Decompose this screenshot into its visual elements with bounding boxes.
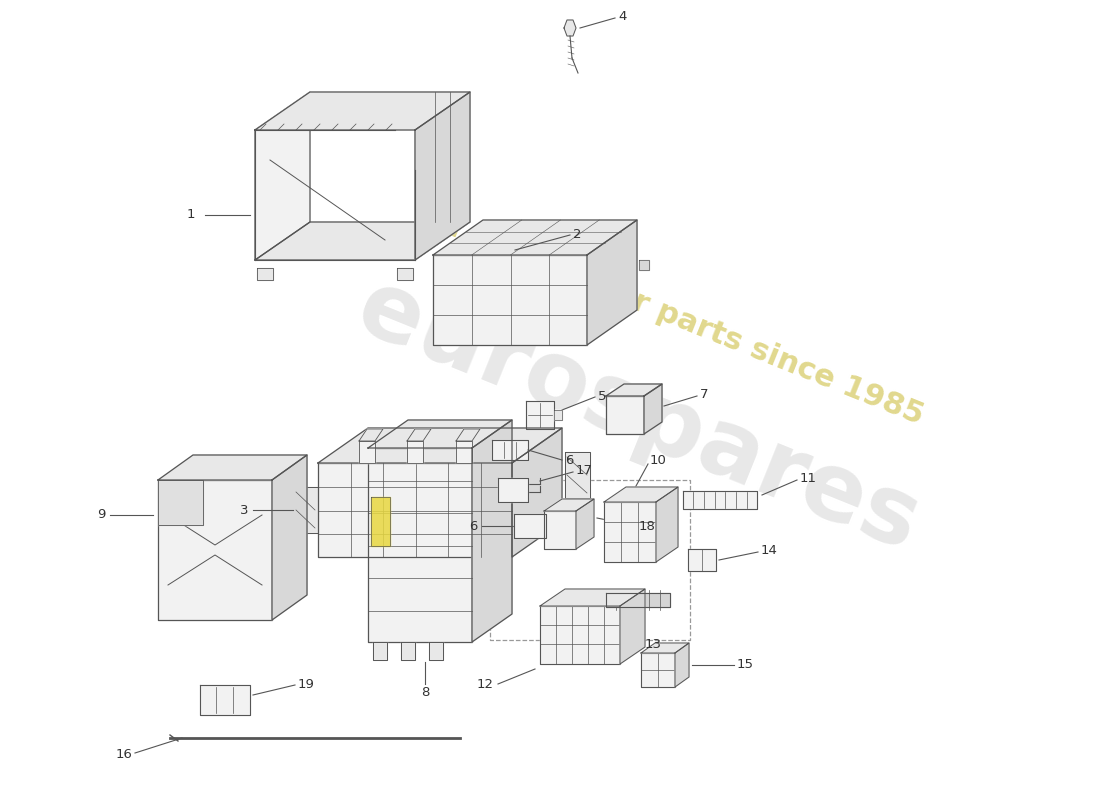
Polygon shape: [512, 428, 562, 557]
Text: 1: 1: [187, 209, 195, 222]
Text: 6: 6: [565, 454, 573, 467]
Polygon shape: [158, 455, 307, 480]
Polygon shape: [554, 410, 562, 420]
Polygon shape: [644, 384, 662, 434]
Polygon shape: [318, 428, 562, 463]
Text: 5: 5: [598, 390, 606, 402]
Polygon shape: [604, 502, 656, 562]
Text: 17: 17: [576, 465, 593, 478]
Polygon shape: [656, 487, 678, 562]
Polygon shape: [526, 401, 554, 429]
Text: 19: 19: [298, 678, 315, 690]
Polygon shape: [683, 491, 757, 509]
Polygon shape: [433, 255, 587, 345]
Polygon shape: [564, 20, 576, 36]
Text: 8: 8: [421, 686, 429, 698]
Text: 2: 2: [573, 227, 582, 241]
Text: a passion for parts since 1985: a passion for parts since 1985: [436, 210, 928, 430]
Polygon shape: [158, 480, 272, 620]
Polygon shape: [641, 643, 689, 653]
Polygon shape: [540, 589, 645, 606]
Polygon shape: [255, 92, 470, 130]
Polygon shape: [456, 429, 480, 441]
Polygon shape: [606, 396, 643, 434]
Polygon shape: [606, 384, 662, 396]
Polygon shape: [540, 606, 620, 664]
Text: 16: 16: [116, 747, 132, 761]
Text: 4: 4: [618, 10, 626, 23]
Polygon shape: [675, 643, 689, 687]
Polygon shape: [368, 448, 472, 642]
Polygon shape: [576, 499, 594, 549]
Polygon shape: [200, 685, 250, 715]
Polygon shape: [293, 487, 318, 533]
Polygon shape: [498, 478, 528, 502]
Text: eurospares: eurospares: [344, 262, 932, 570]
Text: 18: 18: [639, 521, 656, 534]
Polygon shape: [255, 222, 470, 260]
Polygon shape: [257, 268, 273, 280]
Polygon shape: [371, 497, 390, 546]
Polygon shape: [433, 220, 637, 255]
Polygon shape: [587, 220, 637, 345]
Polygon shape: [368, 420, 512, 448]
Polygon shape: [255, 92, 310, 260]
Text: 14: 14: [761, 545, 778, 558]
Polygon shape: [544, 499, 594, 511]
Text: 12: 12: [477, 678, 494, 691]
Polygon shape: [407, 429, 431, 441]
Polygon shape: [359, 429, 383, 441]
Polygon shape: [544, 511, 576, 549]
Text: 7: 7: [700, 389, 708, 402]
Polygon shape: [415, 92, 470, 260]
Polygon shape: [373, 642, 387, 660]
Polygon shape: [688, 549, 716, 571]
Polygon shape: [641, 653, 675, 687]
Polygon shape: [407, 441, 424, 463]
Text: 11: 11: [800, 473, 817, 486]
Text: 10: 10: [650, 454, 667, 466]
Polygon shape: [604, 487, 678, 502]
Polygon shape: [472, 420, 512, 642]
Polygon shape: [456, 441, 472, 463]
Polygon shape: [639, 260, 649, 270]
Polygon shape: [492, 440, 528, 460]
Text: 15: 15: [737, 658, 754, 671]
Text: 6: 6: [470, 519, 478, 533]
Polygon shape: [514, 514, 546, 538]
Polygon shape: [272, 455, 307, 620]
Polygon shape: [402, 642, 415, 660]
Text: 9: 9: [98, 509, 106, 522]
Polygon shape: [429, 642, 443, 660]
Polygon shape: [318, 463, 512, 557]
Polygon shape: [397, 268, 412, 280]
Text: 3: 3: [240, 503, 248, 517]
Polygon shape: [565, 452, 590, 498]
Polygon shape: [620, 589, 645, 664]
Polygon shape: [158, 480, 204, 525]
Polygon shape: [606, 593, 670, 607]
Polygon shape: [359, 441, 375, 463]
Text: 13: 13: [645, 638, 662, 651]
